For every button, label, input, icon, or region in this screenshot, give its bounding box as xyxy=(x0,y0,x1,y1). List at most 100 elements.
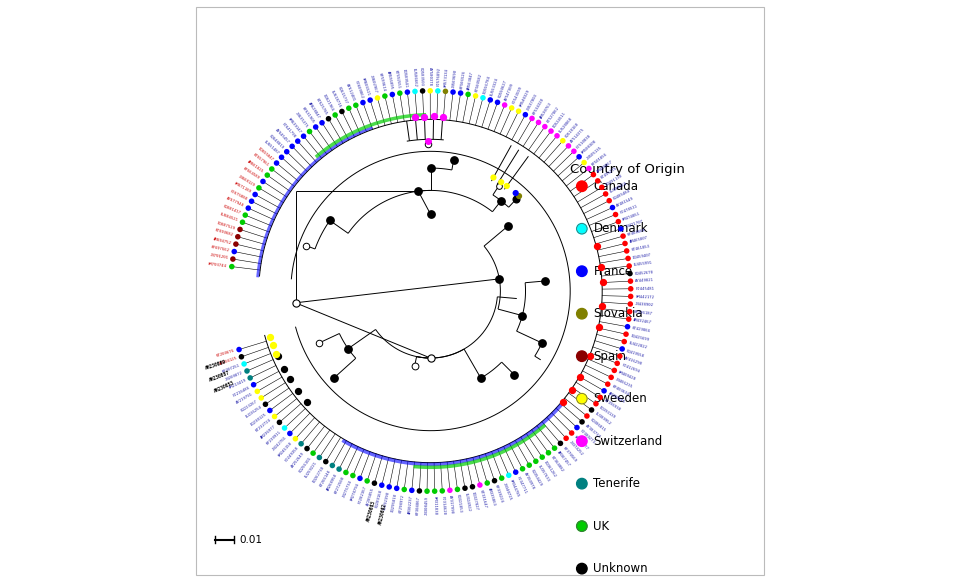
Point xyxy=(623,292,638,301)
Point xyxy=(589,242,605,251)
Point xyxy=(511,107,526,116)
Point xyxy=(269,158,284,168)
Text: EU357633: EU357633 xyxy=(537,464,550,482)
Circle shape xyxy=(577,478,588,489)
Text: KF697662: KF697662 xyxy=(210,245,230,253)
Point xyxy=(538,122,553,132)
Point xyxy=(610,359,625,368)
Point xyxy=(600,379,615,389)
Text: EU292390: EU292390 xyxy=(382,491,390,510)
Point xyxy=(296,132,311,141)
Point xyxy=(299,241,314,250)
Point xyxy=(623,299,638,308)
Text: HM213419: HM213419 xyxy=(228,378,247,390)
Text: EU455991: EU455991 xyxy=(634,261,653,267)
Text: DQ327827: DQ327827 xyxy=(471,491,479,510)
Text: KF272500: KF272500 xyxy=(334,476,346,495)
Point xyxy=(487,476,502,485)
Point xyxy=(417,112,432,121)
Text: AY580378: AY580378 xyxy=(428,67,432,86)
Text: AM236977: AM236977 xyxy=(260,424,277,439)
Point xyxy=(407,87,422,96)
Text: FJ249358: FJ249358 xyxy=(284,446,300,463)
Point xyxy=(457,484,472,493)
Point xyxy=(422,86,438,95)
Text: HM344785: HM344785 xyxy=(509,479,520,498)
Text: FJ543599: FJ543599 xyxy=(512,86,523,105)
Point xyxy=(535,338,550,347)
Point xyxy=(408,112,423,122)
Text: AM230663: AM230663 xyxy=(367,499,377,522)
Text: FJ609062: FJ609062 xyxy=(353,80,363,99)
Point xyxy=(483,95,498,105)
Point xyxy=(352,474,368,483)
Text: AY383737: AY383737 xyxy=(585,423,601,439)
Text: KF239911: KF239911 xyxy=(266,430,282,446)
Point xyxy=(547,443,563,453)
Text: KT429866: KT429866 xyxy=(632,325,651,333)
Text: EU586662: EU586662 xyxy=(411,68,417,87)
Text: GQ648819: GQ648819 xyxy=(269,134,285,150)
Point xyxy=(512,191,527,201)
Point xyxy=(422,164,438,173)
Point xyxy=(282,429,298,438)
Point xyxy=(392,88,407,98)
Point xyxy=(537,276,552,286)
Text: AY645457: AY645457 xyxy=(275,128,290,144)
Point xyxy=(312,453,327,462)
Point xyxy=(321,114,336,123)
Point xyxy=(549,131,564,140)
Point xyxy=(607,365,622,375)
Text: AM230887: AM230887 xyxy=(208,370,230,382)
Point xyxy=(253,393,269,403)
Point xyxy=(611,217,626,226)
Text: AM465807: AM465807 xyxy=(629,236,648,244)
Text: AY350978: AY350978 xyxy=(523,472,536,491)
Text: KT461853: KT461853 xyxy=(631,244,650,252)
Text: AM268958: AM268958 xyxy=(326,473,339,491)
Text: HM442172: HM442172 xyxy=(636,294,655,299)
Point xyxy=(374,481,390,490)
Point xyxy=(230,232,246,242)
Point xyxy=(338,468,353,477)
Point xyxy=(528,457,543,466)
Text: DQ425699: DQ425699 xyxy=(630,333,650,341)
Point xyxy=(509,194,524,204)
Text: KT527862: KT527862 xyxy=(546,106,560,124)
Point xyxy=(490,98,505,107)
Point xyxy=(623,276,638,286)
Text: AM628847: AM628847 xyxy=(307,102,322,120)
Point xyxy=(598,189,613,198)
Text: GQ289168: GQ289168 xyxy=(374,489,383,509)
Point xyxy=(377,91,393,101)
Point xyxy=(243,373,258,382)
Text: JN308459: JN308459 xyxy=(424,496,429,515)
Point xyxy=(279,147,295,157)
Text: KT232724: KT232724 xyxy=(254,418,273,433)
Point xyxy=(346,471,361,480)
Text: EU226254: EU226254 xyxy=(245,405,263,419)
Point xyxy=(535,452,550,462)
Point xyxy=(267,412,282,421)
Point xyxy=(584,405,599,414)
Text: KF566526: KF566526 xyxy=(459,69,467,89)
Point xyxy=(521,460,537,470)
Point xyxy=(264,164,279,173)
Point xyxy=(385,90,400,99)
Point xyxy=(517,110,533,119)
Point xyxy=(492,274,507,283)
Point xyxy=(276,364,292,374)
Text: EU618716: EU618716 xyxy=(329,90,342,108)
Text: FJ314620: FJ314620 xyxy=(441,495,445,514)
Circle shape xyxy=(577,351,588,361)
Text: DQ655047: DQ655047 xyxy=(257,147,275,162)
Point xyxy=(608,210,623,219)
Point xyxy=(272,418,287,427)
Point xyxy=(262,406,277,415)
Text: EU259221: EU259221 xyxy=(304,460,319,478)
Text: AM661825: AM661825 xyxy=(247,160,265,174)
Text: KT298972: KT298972 xyxy=(399,494,406,513)
Point xyxy=(227,247,242,256)
Point xyxy=(412,486,427,495)
Point xyxy=(605,203,620,212)
